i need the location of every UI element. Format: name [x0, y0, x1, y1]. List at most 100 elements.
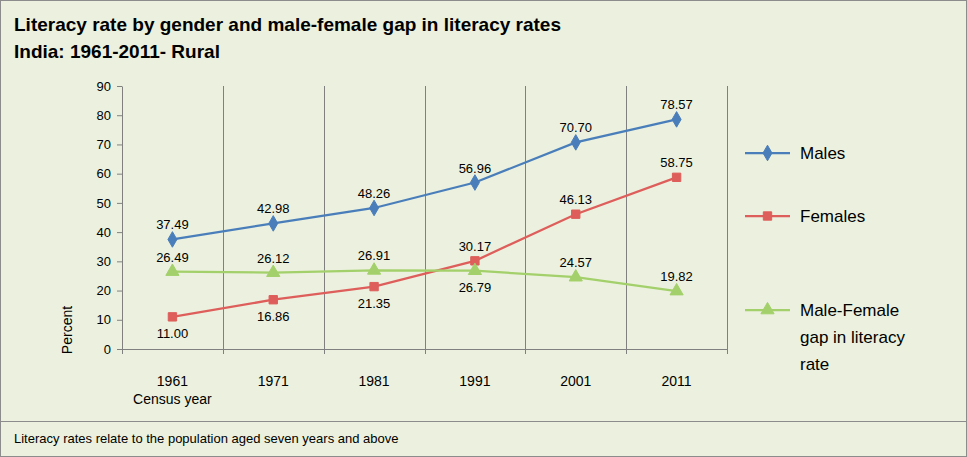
grid-line — [425, 86, 426, 349]
marker — [168, 313, 176, 321]
marker — [269, 296, 277, 304]
y-tick-label: 40 — [97, 225, 111, 240]
x-tick-label: 1981 — [359, 373, 390, 389]
subtitle: India: 1961-2011- Rural — [14, 41, 220, 62]
marker — [569, 270, 582, 281]
y-tick: 30 — [97, 254, 122, 269]
y-tick-label: 60 — [97, 166, 111, 181]
x-axis-line — [123, 349, 728, 350]
x-tick: 2001 — [560, 373, 591, 389]
data-label: 26.49 — [156, 250, 189, 265]
y-tick-label: 20 — [97, 283, 111, 298]
y-tick: 80 — [97, 108, 122, 123]
y-tick-label: 70 — [97, 137, 111, 152]
y-tick-label: 10 — [97, 312, 111, 327]
data-label: 26.91 — [358, 248, 391, 263]
data-label: 26.12 — [257, 251, 290, 266]
y-tick-label: 50 — [97, 196, 111, 211]
legend-label: Females — [800, 207, 865, 226]
y-tick-mark — [117, 291, 122, 292]
legend-label: Male-Femalegap in literacyrate — [800, 301, 905, 374]
series-line — [172, 270, 676, 291]
grid-line — [727, 86, 728, 349]
marker — [571, 135, 580, 151]
data-label: 56.96 — [459, 161, 492, 176]
note: Literacy rates relate to the population … — [14, 431, 398, 446]
marker — [370, 200, 379, 216]
y-tick: 20 — [97, 283, 122, 298]
y-axis-title: Percent — [59, 306, 75, 354]
y-tick-label: 80 — [97, 108, 111, 123]
marker — [269, 216, 278, 232]
data-label: 11.00 — [157, 326, 189, 341]
legend: Males Females Male-Femalegap in literacyra… — [745, 144, 905, 374]
data-label: 21.35 — [358, 296, 391, 311]
y-tick-label: 30 — [97, 254, 111, 269]
title: Literacy rate by gender and male-female … — [14, 14, 561, 35]
x-tick-label: 2001 — [560, 373, 591, 389]
data-label: 24.57 — [559, 255, 592, 270]
marker — [370, 282, 378, 290]
data-label: 30.17 — [459, 239, 492, 254]
data-label: 78.57 — [660, 97, 693, 112]
data-label: 48.26 — [358, 186, 391, 201]
y-tick-mark — [117, 349, 122, 350]
x-tick-label: 1971 — [258, 373, 289, 389]
marker — [267, 265, 280, 276]
y-tick: 0 — [104, 342, 122, 357]
y-tick-mark — [117, 115, 122, 116]
grid-line — [223, 86, 224, 349]
x-tick: 2011 — [662, 373, 692, 389]
y-axis: 0 10 20 30 40 50 60 70 80 90 — [97, 79, 123, 357]
x-tick: 1981 — [359, 373, 390, 389]
chart: Literacy rate by gender and male-female … — [0, 0, 967, 457]
marker — [468, 263, 481, 274]
series-line — [172, 119, 676, 239]
data-label: 58.75 — [660, 155, 693, 170]
marker — [166, 264, 179, 275]
y-tick-mark — [117, 144, 122, 145]
marker — [672, 112, 681, 128]
series — [166, 263, 683, 295]
marker — [572, 210, 580, 218]
data-label: 70.70 — [559, 120, 592, 135]
x-tick-label: 2011 — [662, 373, 692, 389]
legend-item: Male-Femalegap in literacyrate — [745, 301, 905, 374]
series — [168, 173, 681, 321]
y-tick: 10 — [97, 312, 122, 327]
y-tick-label: 0 — [104, 342, 111, 357]
legend-label: Males — [800, 144, 845, 163]
data-label: 42.98 — [257, 201, 290, 216]
x-axis: 196119711981199120012011 — [123, 350, 728, 389]
legend-marker — [763, 145, 772, 161]
data-labels: 37.49 42.98 48.26 56.96 70.70 78.57 11.00 16.86… — [156, 97, 693, 340]
marker — [672, 173, 680, 181]
marker — [368, 263, 381, 274]
x-tick: 1991 — [459, 373, 490, 389]
y-tick-mark — [117, 86, 122, 87]
y-tick-label: 90 — [97, 79, 111, 94]
series — [168, 112, 681, 248]
y-tick: 60 — [97, 166, 122, 181]
y-tick: 70 — [97, 137, 122, 152]
legend-marker — [761, 302, 774, 313]
background — [1, 1, 967, 457]
y-tick: 90 — [97, 79, 122, 94]
legend-marker — [763, 212, 771, 220]
x-axis-title: Census year — [133, 391, 212, 407]
data-label: 16.86 — [257, 309, 290, 324]
marker — [168, 232, 177, 248]
grid-line — [626, 86, 627, 349]
x-boundary-ticks — [123, 349, 728, 354]
y-tick-mark — [117, 261, 122, 262]
data-label: 26.79 — [459, 280, 492, 295]
plot-marks — [166, 112, 683, 321]
grid-line — [324, 86, 325, 349]
data-label: 37.49 — [156, 217, 189, 232]
x-tick-label: 1991 — [459, 373, 490, 389]
legend-item: Males — [745, 144, 845, 163]
y-tick-mark — [117, 320, 122, 321]
y-tick-mark — [117, 174, 122, 175]
grid-line — [525, 86, 526, 349]
y-tick: 40 — [97, 225, 122, 240]
